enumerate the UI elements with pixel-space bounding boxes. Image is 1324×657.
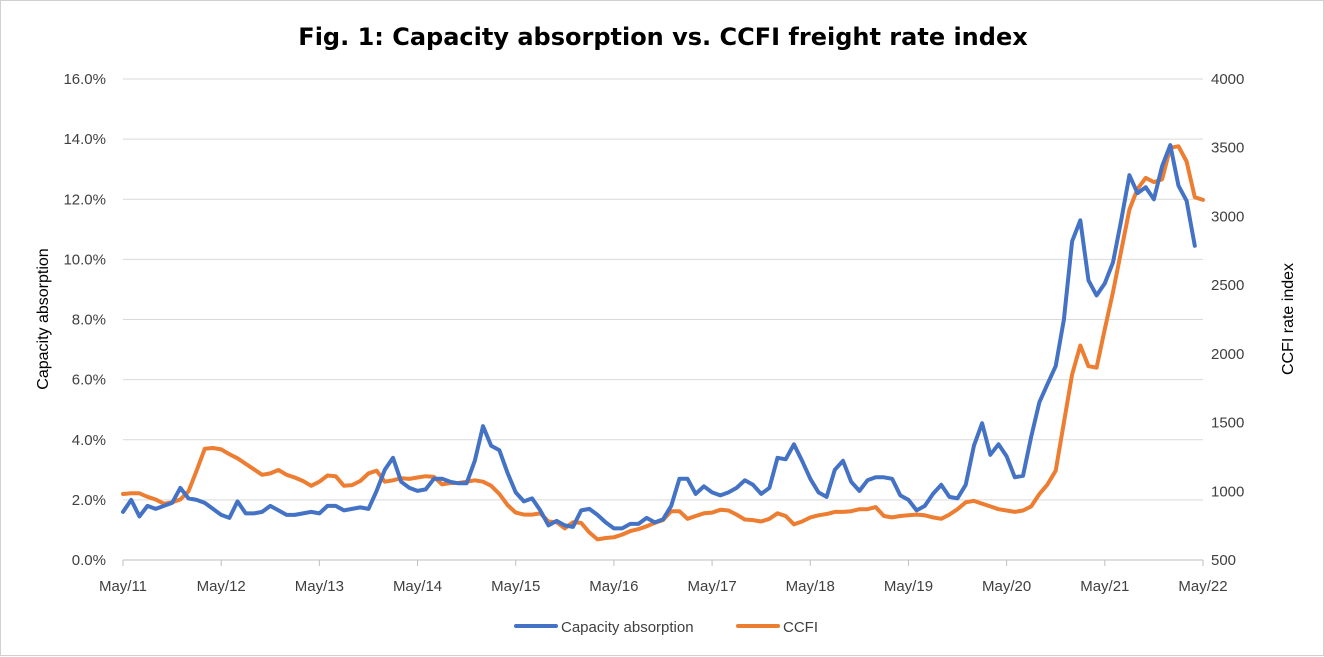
- x-tick-label: May/17: [687, 578, 736, 595]
- y-axis-title: Capacity absorption: [35, 248, 52, 389]
- y2-tick-label: 1500: [1211, 415, 1244, 432]
- series-line-ccfi: [121, 144, 1205, 542]
- y-tick-label: 10.0%: [63, 251, 106, 268]
- series-line-capacity-absorption: [121, 143, 1197, 531]
- x-tick-label: May/11: [99, 578, 147, 595]
- x-tick-label: May/19: [884, 578, 933, 595]
- y-tick-label: 4.0%: [72, 432, 106, 449]
- y-tick-label: 2.0%: [72, 492, 106, 509]
- x-tick-label: May/12: [197, 578, 246, 595]
- y2-tick-label: 2000: [1211, 346, 1244, 363]
- x-tick-label: May/15: [491, 578, 540, 595]
- y2-tick-label: 1000: [1211, 483, 1244, 500]
- x-tick-label: May/20: [982, 578, 1031, 595]
- y-tick-label: 6.0%: [72, 372, 106, 389]
- x-tick-label: May/21: [1080, 578, 1129, 595]
- y2-tick-label: 2500: [1211, 277, 1244, 294]
- y2-tick-label: 3500: [1211, 140, 1244, 157]
- x-tick-label: May/22: [1178, 578, 1227, 595]
- y-tick-label: 0.0%: [72, 552, 106, 569]
- y2-tick-label: 3000: [1211, 208, 1244, 225]
- x-tick-label: May/18: [786, 578, 835, 595]
- x-tick-label: May/16: [589, 578, 638, 595]
- legend: Capacity absorption CCFI: [514, 619, 818, 636]
- y-tick-label: 16.0%: [63, 71, 106, 88]
- y2-tick-label: 4000: [1211, 71, 1244, 88]
- legend-label-capacity: Capacity absorption: [561, 619, 694, 636]
- series-lines: [121, 143, 1205, 542]
- y-tick-label: 8.0%: [72, 312, 106, 329]
- x-tick-label: May/14: [393, 578, 442, 595]
- gridlines: [123, 78, 1203, 501]
- axes: 0.0% 2.0% 4.0% 6.0% 8.0% 10.0% 12.0% 14.0% 16.0%…: [63, 71, 1244, 595]
- y2-axis-title: CCFI rate index: [1280, 263, 1297, 375]
- x-tick-label: May/13: [295, 578, 344, 595]
- y-tick-label: 14.0%: [63, 131, 106, 148]
- chart-title: Fig. 1: Capacity absorption vs. CCFI fre…: [298, 23, 1028, 51]
- y-tick-label: 12.0%: [63, 191, 106, 208]
- legend-label-ccfi: CCFI: [783, 619, 818, 636]
- y2-tick-label: 500: [1211, 552, 1236, 569]
